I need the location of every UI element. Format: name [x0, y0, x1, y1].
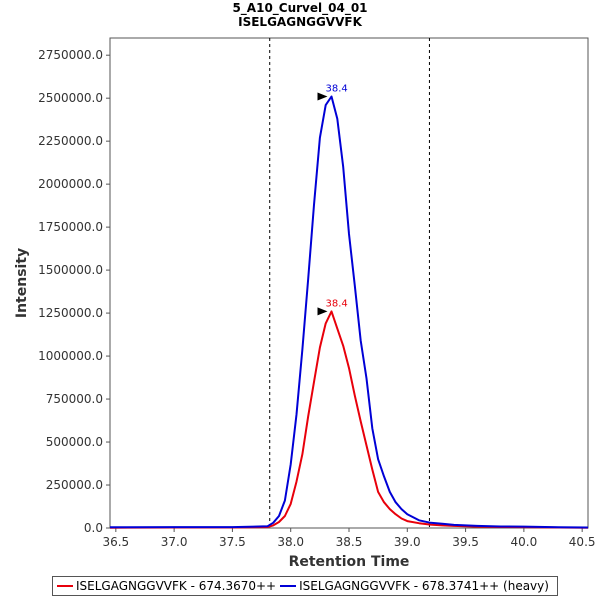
- y-tick-label: 250000.0: [46, 478, 103, 492]
- legend-label-heavy: ISELGAGNGGVVFK - 678.3741++ (heavy): [299, 579, 549, 593]
- peak-label: 38.4: [326, 83, 348, 94]
- x-tick-label: 39.0: [394, 535, 421, 549]
- x-axis: 36.5 37.0 37.5 38.0 38.5 39.0 39.5 40.0 40.5: [102, 528, 596, 549]
- legend-label-light: ISELGAGNGGVVFK - 674.3670++: [76, 579, 277, 593]
- legend-swatch-light: [57, 585, 73, 587]
- y-tick-label: 0.0: [84, 521, 103, 535]
- series-line-light: [109, 310, 589, 529]
- y-tick-label: 2750000.0: [38, 48, 103, 62]
- plot-area: [109, 37, 589, 529]
- legend-item-light: ISELGAGNGGVVFK - 674.3670++: [57, 579, 276, 593]
- x-tick-label: 37.5: [219, 535, 246, 549]
- x-tick-label: 38.5: [336, 535, 363, 549]
- x-tick-label: 36.5: [102, 535, 129, 549]
- chart-subtitle: ISELGAGNGGVVFK: [238, 15, 362, 29]
- y-tick-label: 1000000.0: [38, 349, 103, 363]
- x-tick-label: 40.0: [511, 535, 538, 549]
- y-tick-label: 2250000.0: [38, 134, 103, 148]
- y-axis: 0.0 250000.0 500000.0 750000.0 1000000.0 1250…: [38, 48, 110, 535]
- y-tick-label: 1500000.0: [38, 263, 103, 277]
- x-tick-label: 40.5: [569, 535, 596, 549]
- x-tick-label: 37.0: [161, 535, 188, 549]
- y-tick-label: 2000000.0: [38, 177, 103, 191]
- legend-item-heavy: ISELGAGNGGVVFK - 678.3741++ (heavy): [280, 579, 549, 593]
- y-tick-label: 750000.0: [46, 392, 103, 406]
- peak-marker: [317, 92, 328, 101]
- legend: ISELGAGNGGVVFK - 674.3670++ ISELGAGNGGVV…: [52, 576, 558, 596]
- x-tick-label: 39.5: [452, 535, 479, 549]
- y-axis-label: Intensity: [14, 248, 30, 318]
- integration-boundaries: [269, 38, 430, 528]
- peak-annotations: 38.4 38.4: [317, 83, 348, 316]
- chromatogram-chart: 5_A10_Curvel_04_01 ISELGAGNGGVVFK 0.0 250…: [14, 1, 596, 570]
- chart-title: 5_A10_Curvel_04_01: [232, 1, 367, 16]
- series-group: [109, 95, 589, 529]
- peak-marker: [317, 307, 328, 316]
- y-tick-label: 1750000.0: [38, 220, 103, 234]
- legend-swatch-heavy: [280, 585, 297, 587]
- x-tick-label: 38.0: [277, 535, 304, 549]
- y-tick-label: 1250000.0: [38, 306, 103, 320]
- y-tick-label: 500000.0: [46, 435, 103, 449]
- x-axis-label: Retention Time: [289, 554, 410, 570]
- y-tick-label: 2500000.0: [38, 91, 103, 105]
- peak-label: 38.4: [326, 298, 348, 309]
- series-line-heavy: [109, 95, 589, 529]
